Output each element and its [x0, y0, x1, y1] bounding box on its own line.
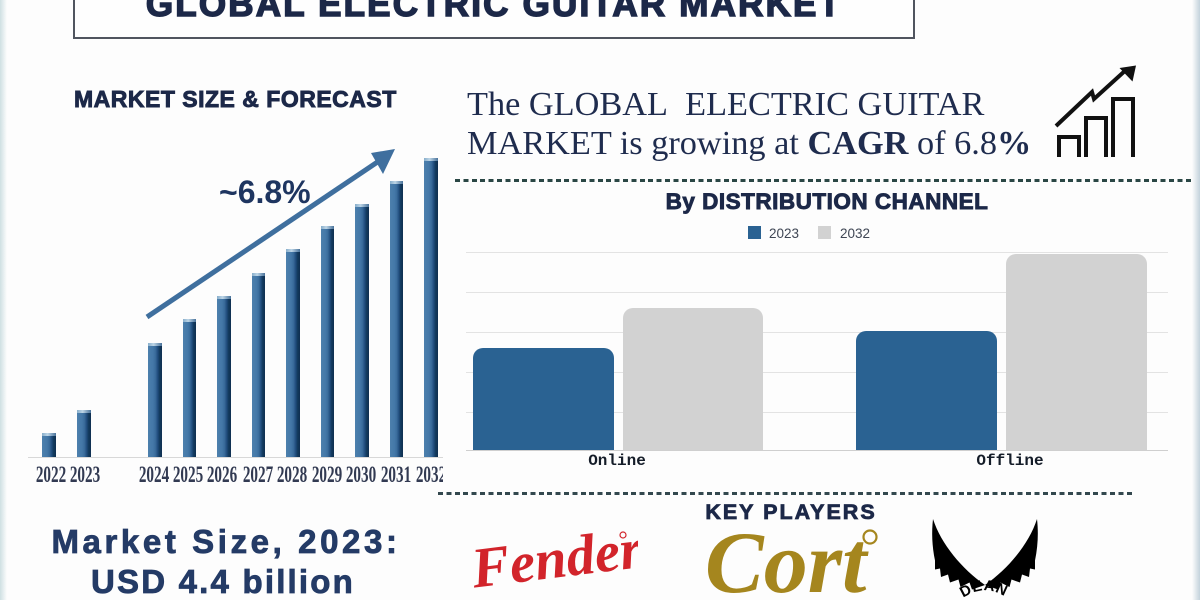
svg-text:Fender: Fender — [467, 517, 638, 598]
svg-text:Cort: Cort — [705, 516, 869, 600]
